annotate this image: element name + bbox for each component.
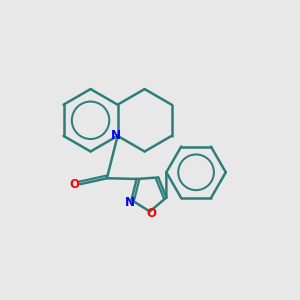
Text: O: O [146,207,156,220]
Text: N: N [125,196,135,209]
Text: N: N [111,129,121,142]
Text: O: O [70,178,80,191]
